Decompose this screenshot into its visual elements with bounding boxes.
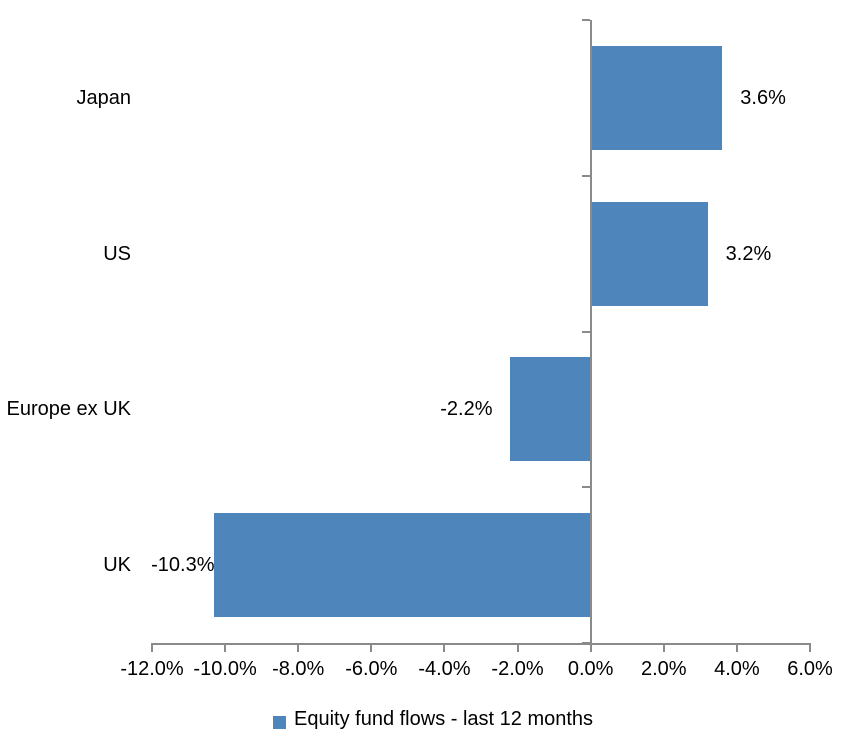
bar-japan (590, 45, 723, 150)
x-tick-label-0: -12.0% (120, 658, 184, 680)
x-axis-tick-0 (151, 645, 153, 652)
y-axis-line (589, 20, 592, 652)
x-tick-label-1: -10.0% (193, 658, 257, 680)
legend: Equity fund flows - last 12 months (0, 707, 852, 733)
x-axis-tick-1 (224, 645, 227, 652)
bar-europe-ex-uk (510, 357, 591, 462)
category-label-us: US (103, 242, 131, 265)
x-tick-label-8: 4.0% (714, 658, 760, 680)
x-tick-label-6: 0.0% (567, 658, 614, 680)
x-tick-label-9: 6.0% (787, 658, 833, 680)
y-axis-tick-2 (581, 330, 590, 333)
y-axis-tick-3 (581, 486, 590, 489)
y-axis-tick-1 (581, 174, 590, 177)
data-label-europe-ex-uk: -2.2% (440, 398, 493, 421)
data-label-japan: 3.6% (740, 86, 786, 109)
category-label-japan: Japan (76, 86, 132, 109)
x-axis-line (151, 643, 811, 645)
legend-label: Equity fund flows - last 12 months (294, 708, 594, 730)
x-axis-tick-6 (589, 645, 592, 652)
x-axis-tick-3 (370, 645, 373, 652)
y-axis-tick-0 (581, 19, 590, 21)
x-axis-tick-4 (443, 645, 446, 652)
x-axis-tick-5 (516, 645, 519, 652)
x-tick-label-2: -8.0% (272, 658, 325, 680)
x-axis-tick-7 (662, 645, 665, 652)
legend-swatch-icon (273, 716, 286, 729)
data-label-uk: -10.3% (151, 554, 215, 577)
bar-uk (214, 513, 591, 618)
x-tick-label-5: -2.0% (491, 658, 544, 680)
y-axis-tick-4 (581, 642, 590, 644)
x-tick-label-4: -4.0% (418, 658, 471, 680)
x-axis-tick-9 (809, 645, 811, 652)
category-label-uk: UK (103, 554, 131, 577)
category-label-europe-ex-uk: Europe ex UK (6, 398, 131, 421)
x-tick-label-3: -6.0% (345, 658, 398, 680)
data-label-us: 3.2% (725, 242, 772, 265)
x-tick-label-7: 2.0% (640, 658, 687, 680)
x-axis-tick-2 (297, 645, 300, 652)
x-axis-tick-8 (735, 645, 738, 652)
bar-us (590, 201, 708, 306)
